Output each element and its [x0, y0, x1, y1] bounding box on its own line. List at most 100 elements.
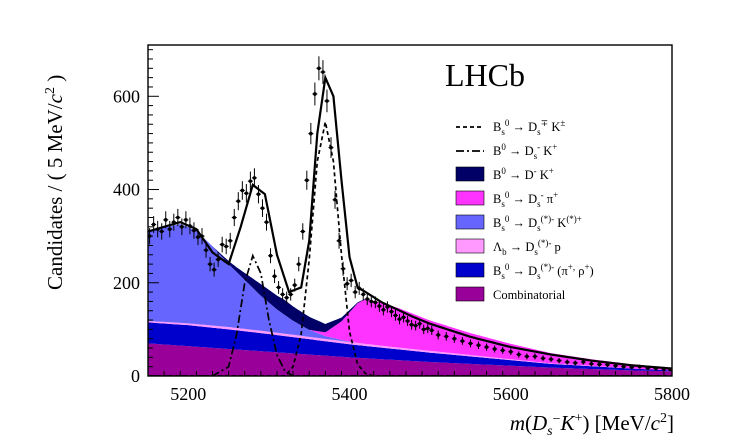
- data-point: [540, 355, 546, 362]
- data-point: [372, 296, 378, 309]
- data-point: [195, 229, 201, 246]
- data-point: [376, 300, 382, 312]
- legend-item-b-s-0-d-s: Bs0 → Ds(*)- (π+, ρ+): [455, 262, 594, 281]
- legend-item-b-s-0-d-s-k: Bs0 → Ds(*)- K(*)+: [455, 214, 582, 233]
- data-point: [223, 238, 229, 255]
- stacked-components: [148, 224, 672, 376]
- data-point: [516, 351, 522, 358]
- x-axis-title: m(Ds−K+) [MeV/c2]: [510, 411, 674, 439]
- data-point: [179, 218, 185, 236]
- data-point: [348, 273, 354, 288]
- data-point: [251, 168, 257, 188]
- y-axis-title: Candidates / ( 5 MeV/c2 ): [43, 75, 67, 290]
- svg-text:LHCb: LHCb: [445, 57, 525, 93]
- curve-total-fit: [148, 73, 672, 370]
- area-b-s0-d-s-pi-rho: [148, 322, 672, 372]
- data-point: [336, 232, 342, 249]
- legend-item-b-d-s-p: Λb → Ds(*)- p: [455, 238, 561, 257]
- lhcb-label: LHCb: [445, 57, 525, 93]
- data-point: [443, 332, 449, 341]
- area-b-s0-d-s-k: [148, 224, 672, 371]
- legend-label: B0 → Ds- K+: [493, 142, 557, 161]
- legend-item-b-s-0-d-s: Bs0 → Ds- π+: [455, 190, 558, 209]
- data-point: [435, 330, 441, 340]
- data-point: [284, 291, 290, 304]
- x-tick-label: 5200: [170, 384, 206, 404]
- data-point: [328, 137, 334, 158]
- data-point: [155, 220, 161, 238]
- legend-label: Bs0 → Ds- π+: [493, 190, 558, 209]
- data-point: [203, 242, 209, 258]
- data-point: [280, 288, 286, 301]
- legend-swatch: [455, 238, 485, 254]
- data-point: [429, 325, 435, 335]
- data-point: [171, 213, 177, 231]
- data-point: [239, 181, 245, 200]
- axis-ticks: 5200 5400 5600 5800 0 200 400 600: [113, 49, 690, 404]
- data-point: [532, 353, 538, 360]
- data-point: [421, 324, 427, 335]
- data-point: [637, 364, 643, 369]
- x-tick-label: 5400: [332, 384, 368, 404]
- data-point: [564, 359, 570, 365]
- data-point: [288, 288, 294, 301]
- x-tick-label: 5800: [654, 384, 690, 404]
- data-point: [661, 367, 667, 371]
- data-point: [409, 319, 415, 330]
- legend-item-b-0-d-k: B0 → D- K+: [455, 166, 554, 182]
- data-point: [151, 216, 157, 233]
- legend-label: Bs0 → Ds(*)- (π+, ρ+): [493, 262, 594, 281]
- data-point: [272, 269, 278, 284]
- data-point: [364, 293, 370, 306]
- data-point: [300, 223, 306, 240]
- legend-item-b-s-0-d-s-k: Bs0 → Ds∓ K±: [456, 118, 565, 137]
- data-point: [163, 211, 169, 229]
- data-point: [268, 248, 274, 264]
- data-point: [388, 306, 394, 318]
- data-point: [653, 366, 659, 371]
- legend-swatch: [455, 190, 485, 206]
- data-point: [264, 213, 270, 231]
- data-point: [292, 278, 298, 292]
- data-point: [484, 343, 490, 351]
- data-point: [588, 361, 594, 367]
- plot-frame: [147, 44, 673, 377]
- data-point: [384, 301, 390, 313]
- data-point: [397, 313, 403, 325]
- data-point: [417, 318, 423, 329]
- area-lambda-b-d-s-p: [148, 320, 672, 371]
- legend-swatch: [455, 166, 485, 182]
- data-point: [596, 362, 602, 367]
- data-point: [247, 171, 253, 191]
- data-point: [255, 184, 261, 204]
- legend-label: Λb → Ds(*)- p: [493, 238, 561, 257]
- data-point: [556, 357, 562, 364]
- legend-label: Bs0 → Ds∓ K±: [493, 118, 565, 137]
- data-point: [360, 288, 366, 301]
- data-point: [211, 262, 217, 277]
- data-point: [613, 363, 619, 368]
- y-tick-label: 0: [131, 366, 140, 386]
- svg-text:m(Ds−K+) [MeV/c2]: m(Ds−K+) [MeV/c2]: [510, 411, 674, 439]
- data-point: [215, 252, 221, 267]
- y-tick-label: 600: [113, 86, 140, 106]
- data-point: [340, 261, 346, 276]
- data-point: [175, 208, 181, 227]
- legend-label: Combinatorial: [493, 288, 566, 302]
- data-point: [316, 56, 322, 81]
- data-point: [312, 82, 318, 106]
- data-points: [148, 56, 672, 372]
- data-point: [183, 211, 189, 229]
- data-point: [356, 281, 362, 295]
- data-point: [425, 323, 431, 334]
- y-tick-label: 200: [113, 273, 140, 293]
- data-point: [405, 315, 411, 327]
- data-point: [235, 192, 241, 211]
- data-point: [500, 346, 506, 354]
- data-point: [645, 366, 651, 370]
- area-b-s0-d-s-pi: [148, 224, 672, 371]
- data-point: [320, 60, 326, 84]
- data-point: [332, 190, 338, 209]
- data-point: [524, 353, 530, 360]
